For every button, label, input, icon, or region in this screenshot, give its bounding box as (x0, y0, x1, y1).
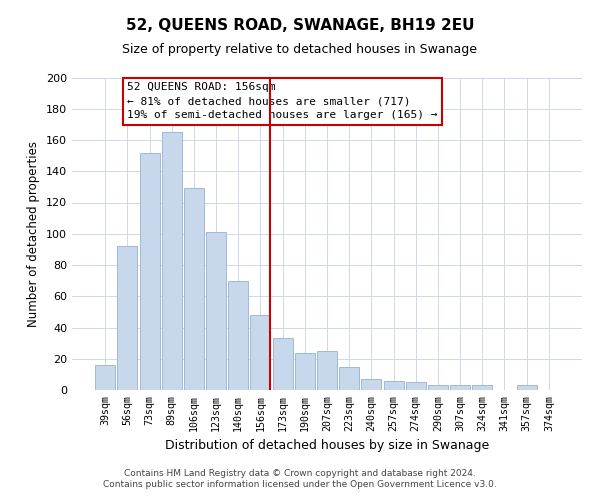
Bar (184, 188, 204, 390)
Bar (228, 280, 248, 390)
Text: 52, QUEENS ROAD, SWANAGE, BH19 2EU: 52, QUEENS ROAD, SWANAGE, BH19 2EU (126, 18, 474, 32)
Text: 52 QUEENS ROAD: 156sqm
← 81% of detached houses are smaller (717)
19% of semi-de: 52 QUEENS ROAD: 156sqm ← 81% of detached… (127, 82, 438, 120)
Bar (450, 386, 470, 390)
Bar (339, 366, 359, 390)
Bar (317, 351, 337, 390)
Y-axis label: Number of detached properties: Number of detached properties (28, 141, 40, 327)
Bar (140, 152, 160, 390)
Bar (118, 246, 137, 390)
Bar (517, 386, 536, 390)
Bar (472, 386, 492, 390)
Bar (250, 315, 271, 390)
Bar (162, 132, 182, 390)
Bar (361, 379, 382, 390)
Bar (428, 386, 448, 390)
Bar (383, 380, 404, 390)
Bar (206, 232, 226, 390)
Bar (95, 365, 115, 390)
Bar (406, 382, 426, 390)
X-axis label: Distribution of detached houses by size in Swanage: Distribution of detached houses by size … (165, 439, 489, 452)
Text: Contains HM Land Registry data © Crown copyright and database right 2024.: Contains HM Land Registry data © Crown c… (124, 468, 476, 477)
Text: Size of property relative to detached houses in Swanage: Size of property relative to detached ho… (122, 42, 478, 56)
Bar (272, 338, 293, 390)
Text: Contains public sector information licensed under the Open Government Licence v3: Contains public sector information licen… (103, 480, 497, 489)
Bar (295, 352, 315, 390)
